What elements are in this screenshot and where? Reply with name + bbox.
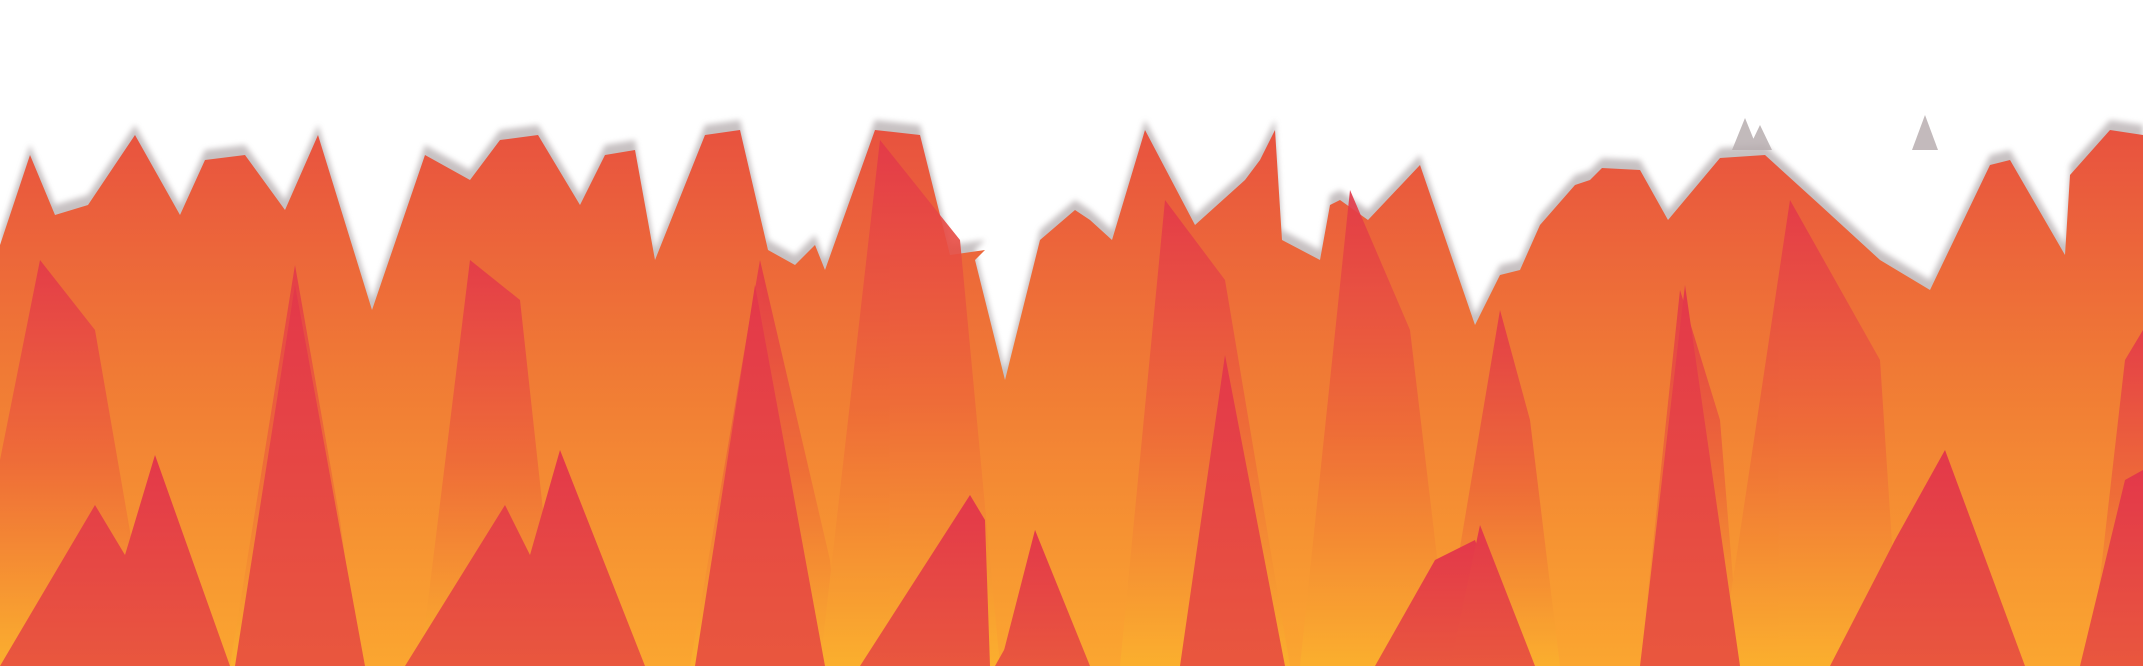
floating-triangle-marks: [1732, 115, 1938, 150]
front-flame-peaks: [0, 285, 2143, 666]
